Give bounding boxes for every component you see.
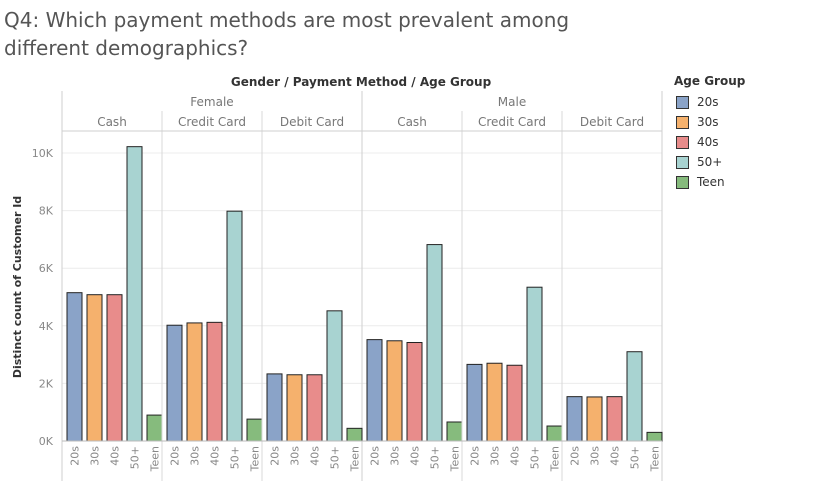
legend-swatch [676,135,689,149]
bar-female-teen [346,427,363,442]
x-tick-label: 20s [369,446,382,466]
y-axis-title: Distinct count of Customer Id [11,196,24,378]
x-tick-label: Teen [649,446,662,472]
bar-female-30s [286,374,303,442]
legend-item[interactable]: 20s [674,92,745,112]
bar-male-20s [566,396,583,442]
bar-male-40s [506,364,523,442]
bar-female-20s [166,324,183,442]
bar-male-30s [386,340,403,442]
bar-male-30s [586,396,603,442]
bar-male-teen [646,431,663,442]
x-tick-label: 20s [69,446,82,466]
legend-label: 50+ [697,155,723,169]
legend-label: 20s [697,95,719,109]
bar-male-50+ [426,244,443,442]
bar-female-40s [106,294,123,442]
bar-female-40s [206,321,223,442]
bar-female-50+ [126,146,143,442]
bar-female-50+ [326,310,343,442]
y-tick-label: 6K [39,262,54,275]
bar-male-40s [406,342,423,442]
bar-female-50+ [226,210,243,442]
bar-male-20s [366,339,383,442]
legend-item[interactable]: 40s [674,132,745,152]
x-tick-label: 30s [589,446,602,466]
x-tick-label: 30s [89,446,102,466]
x-tick-label: 50+ [329,446,342,469]
legend-swatch [676,175,689,189]
x-tick-label: Teen [349,446,362,472]
x-tick-label: 40s [309,446,322,466]
x-tick-label: 20s [569,446,582,466]
x-tick-label: 20s [269,446,282,466]
bar-male-teen [446,421,463,442]
bar-male-50+ [626,351,643,442]
x-tick-label: Teen [549,446,562,472]
x-tick-label: Teen [149,446,162,472]
bar-female-40s [306,374,323,442]
bar-female-teen [146,414,163,442]
y-tick-label: 10K [32,147,54,160]
legend-label: 40s [697,135,719,149]
legend-item[interactable]: 30s [674,112,745,132]
bar-male-20s [466,363,483,442]
x-tick-label: 50+ [129,446,142,469]
y-tick-label: 8K [39,205,54,218]
x-tick-label: 40s [409,446,422,466]
y-tick-label: 2K [39,377,54,390]
y-tick-label: 0K [39,435,54,448]
legend-label: 30s [697,115,719,129]
bar-male-50+ [526,286,543,442]
legend-swatch [676,115,689,129]
x-tick-label: 50+ [529,446,542,469]
x-tick-label: 40s [509,446,522,466]
column-header-title: Gender / Payment Method / Age Group [231,75,492,89]
x-tick-label: Teen [249,446,262,472]
bar-female-20s [66,292,83,442]
legend-item[interactable]: Teen [674,172,745,192]
x-tick-label: 50+ [629,446,642,469]
legend-label: Teen [697,175,725,189]
payment-method-header: Debit Card [580,115,644,129]
bar-male-40s [606,396,623,442]
payment-method-header: Credit Card [178,115,246,129]
gender-header: Female [190,95,233,109]
bar-female-20s [266,373,283,442]
bar-male-30s [486,362,503,442]
y-tick-label: 4K [39,320,54,333]
x-tick-label: 40s [109,446,122,466]
x-tick-label: 40s [609,446,622,466]
x-tick-label: 30s [189,446,202,466]
x-tick-label: 50+ [429,446,442,469]
x-tick-label: Teen [449,446,462,472]
legend-title: Age Group [674,74,746,88]
x-tick-label: 30s [289,446,302,466]
payment-method-header: Cash [97,115,127,129]
x-tick-label: 40s [209,446,222,466]
x-tick-label: 20s [169,446,182,466]
legend-swatch [676,155,689,169]
x-tick-label: 30s [489,446,502,466]
x-tick-label: 20s [469,446,482,466]
payment-method-header: Cash [397,115,427,129]
x-tick-label: 50+ [229,446,242,469]
payment-method-header: Debit Card [280,115,344,129]
legend: Age Group 20s 30s 40s 50+ Teen [674,74,745,192]
bar-male-teen [546,425,563,442]
chart-title: Q4: Which payment methods are most preva… [4,8,570,60]
legend-swatch [676,95,689,109]
payment-method-header: Credit Card [478,115,546,129]
bar-female-teen [246,418,263,442]
bar-female-30s [186,322,203,442]
x-tick-label: 30s [389,446,402,466]
legend-item[interactable]: 50+ [674,152,745,172]
bar-female-30s [86,294,103,442]
gender-header: Male [498,95,526,109]
